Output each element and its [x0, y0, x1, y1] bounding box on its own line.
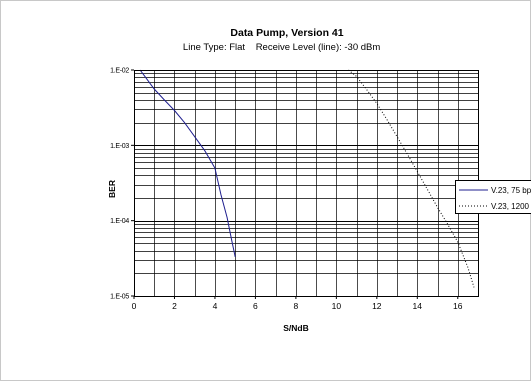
legend: V.23, 75 bps V.23, 1200 bps [455, 180, 531, 214]
chart-title: Data Pump, Version 41 [230, 27, 343, 39]
x-tick-label: 14 [413, 301, 423, 311]
series-line-v23-1200 [348, 69, 475, 288]
y-tick-label: 1.E-03 [110, 143, 129, 150]
chart-subtitle-line-type: Line Type: Flat [183, 42, 246, 53]
series-line-v23-75 [139, 69, 236, 258]
series-lines [139, 69, 475, 288]
x-tick-label: 12 [372, 301, 382, 311]
x-axis-label: S/NdB [283, 323, 309, 333]
y-axis-label: BER [107, 180, 117, 198]
x-tick-label: 8 [294, 301, 299, 311]
legend-box [455, 180, 531, 214]
y-axis-ticks: 1.E-02 1.E-03 1.E-04 1.E-05 [110, 68, 134, 301]
x-tick-label: 4 [213, 301, 218, 311]
x-tick-label: 2 [172, 301, 177, 311]
chart-subtitle-receive-level: Receive Level (line): -30 dBm [256, 42, 381, 53]
x-tick-label: 16 [453, 301, 463, 311]
y-tick-label: 1.E-02 [110, 68, 129, 75]
legend-label-v23-1200: V.23, 1200 bps [491, 202, 531, 211]
x-tick-label: 0 [132, 301, 137, 311]
y-tick-label: 1.E-05 [110, 294, 129, 301]
y-tick-label: 1.E-04 [110, 218, 129, 225]
legend-label-v23-75: V.23, 75 bps [491, 186, 531, 195]
x-tick-label: 10 [332, 301, 342, 311]
x-tick-label: 6 [253, 301, 258, 311]
grid [134, 70, 478, 296]
